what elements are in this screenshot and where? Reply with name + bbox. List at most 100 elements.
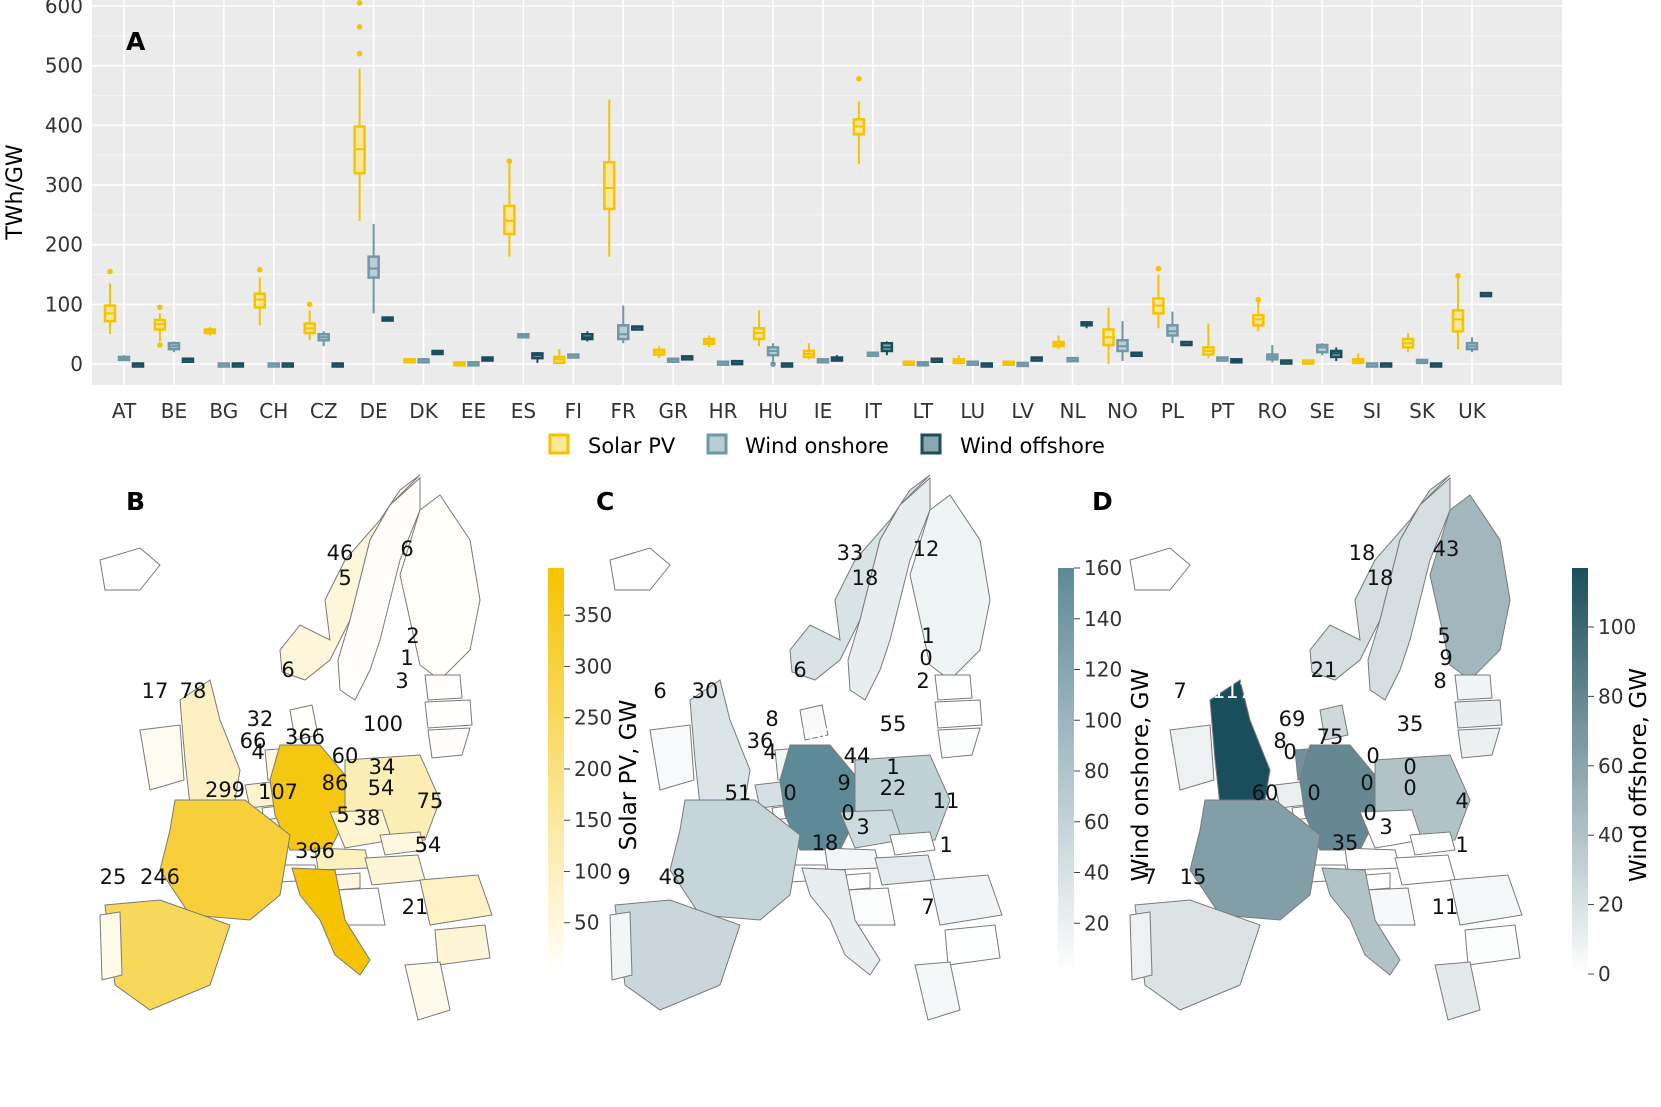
box-outlier (1455, 272, 1461, 279)
colorbar-tick-label: 100 (574, 859, 612, 883)
country-se (337, 476, 421, 701)
value-label-lv: 9 (1439, 646, 1452, 670)
value-label-chx: 107 (258, 780, 298, 804)
value-label-se: 5 (338, 566, 351, 590)
country-fr (669, 799, 801, 921)
x-tick-label: PL (1161, 399, 1185, 423)
value-label-lv: 0 (919, 646, 932, 670)
value-label-sk: 1 (886, 755, 899, 779)
value-label-it: 18 (812, 831, 839, 855)
legend-label-onshore: Wind onshore (745, 434, 889, 458)
x-tick-label: NO (1107, 399, 1138, 423)
value-label-cz: 60 (332, 744, 359, 768)
country-ee (1454, 674, 1493, 701)
value-label-fr: 51 (725, 781, 752, 805)
y-tick-label: 200 (45, 233, 83, 257)
country-ro (419, 874, 493, 926)
colorbar-tick-label: 20 (1084, 911, 1109, 935)
country-lv (1454, 699, 1503, 729)
country-dk (1319, 704, 1349, 741)
x-tick-label: AT (112, 399, 137, 423)
country-se (847, 476, 931, 701)
x-tick-label: DE (360, 399, 388, 423)
box-outlier (1155, 265, 1162, 272)
y-tick-label: 400 (45, 113, 83, 137)
value-label-gr: 21 (402, 895, 429, 919)
value-label-cz: 0 (1366, 744, 1379, 768)
x-tick-label: HR (709, 399, 738, 423)
colorbar-onshore (1058, 568, 1074, 974)
value-label-pt: 25 (100, 865, 127, 889)
value-label-bg: 54 (415, 833, 442, 857)
colorbar-tick-label: 0 (1598, 962, 1611, 986)
x-tick-label: IT (864, 399, 883, 423)
colorbar-tick-label: 60 (1598, 754, 1623, 778)
x-tick-label: LV (1011, 399, 1034, 423)
country-gr (404, 961, 451, 1021)
value-label-ch: 5 (336, 803, 349, 827)
x-tick-label: EE (461, 399, 486, 423)
country-lv (934, 699, 983, 729)
map-D (1129, 474, 1523, 1021)
country-lt (937, 727, 981, 759)
x-tick-label: CH (259, 399, 288, 423)
colorbar-tick-label: 60 (1084, 810, 1109, 834)
value-label-ch: 0 (1307, 781, 1320, 805)
box-outlier (770, 361, 776, 367)
colorbar-tick-label: 40 (1084, 861, 1109, 885)
country-ee (424, 674, 463, 701)
colorbar-label-onshore: Wind onshore, GW (1128, 669, 1154, 882)
colorbar-tick-label: 300 (574, 654, 612, 678)
value-label-lt: 8 (1433, 669, 1446, 693)
colorbar-tick-label: 160 (1084, 556, 1122, 580)
x-tick-label: LU (960, 399, 985, 423)
colorbar-label-solar: Solar PV, GW (616, 700, 642, 851)
value-label-it: 396 (295, 839, 335, 863)
value-label-es: 15 (1180, 865, 1207, 889)
country-uk (179, 679, 241, 806)
country-ee (934, 674, 973, 701)
country-hu (874, 854, 936, 886)
country-uk (689, 679, 751, 806)
value-label-ch: 0 (783, 781, 796, 805)
x-tick-label: BE (161, 399, 187, 423)
country-es (104, 899, 231, 1011)
value-label-pt: 7 (1143, 865, 1156, 889)
x-tick-label: BG (209, 399, 238, 423)
x-tick-label: DK (409, 399, 438, 423)
country-sk (889, 831, 936, 856)
value-label-pl: 100 (363, 712, 403, 736)
boxplot-marks (103, 0, 1493, 368)
value-label-fi: 12 (913, 537, 940, 561)
value-label-sk: 0 (1403, 755, 1416, 779)
x-tick-label: HU (758, 399, 788, 423)
country-bg (434, 924, 491, 966)
colorbar-offshore (1572, 568, 1588, 974)
x-tick-label: UK (1458, 399, 1487, 423)
value-label-hu: 0 (1403, 776, 1416, 800)
box-outlier (506, 158, 513, 164)
legend-label-offshore: Wind offshore (960, 434, 1105, 458)
legend-swatch-onshore (706, 433, 728, 455)
country-gr (1434, 961, 1481, 1021)
value-label-si: 0 (1363, 801, 1376, 825)
value-label-at: 0 (1360, 771, 1373, 795)
country-lt (1457, 727, 1501, 759)
colorbar-tick-label: 100 (1598, 615, 1636, 639)
value-label-no: 33 (837, 541, 864, 565)
value-label-nl: 69 (1279, 707, 1306, 731)
x-tick-label: IE (814, 399, 833, 423)
country-gr (914, 961, 961, 1021)
country-fr (1189, 799, 1321, 921)
value-label-uk: 30 (692, 679, 719, 703)
value-label-hu: 22 (880, 776, 907, 800)
panel-label-b: B (126, 487, 145, 516)
colorbar-solar (548, 568, 564, 974)
box-outlier (356, 24, 363, 30)
country-dk (799, 704, 829, 741)
x-tick-label: SE (1310, 399, 1335, 423)
box-outlier (1255, 296, 1262, 303)
value-label-pl: 55 (880, 712, 907, 736)
x-tick-label: NL (1060, 399, 1087, 423)
colorbar-tick-label: 20 (1598, 893, 1623, 917)
